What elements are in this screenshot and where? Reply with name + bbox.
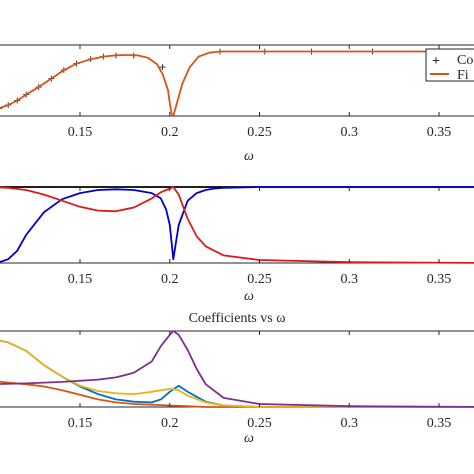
panel-1: +++++++++++++++++++ 0.150.20.250.30.35 ω… bbox=[0, 44, 474, 164]
panel-2-xlabel: ω bbox=[244, 289, 254, 304]
panel-2-xtick-label: 0.15 bbox=[68, 272, 93, 287]
panel-2-series bbox=[0, 186, 474, 264]
legend-label-entry-2: Fi bbox=[457, 68, 469, 83]
panel-1-xtick-label: 0.15 bbox=[68, 125, 93, 140]
panel-3-xtick-label: 0.3 bbox=[341, 416, 359, 431]
panel-2-series-line-2 bbox=[0, 186, 474, 263]
panel-1-xtick-label: 0.25 bbox=[247, 125, 272, 140]
panel-3-xtick-label: 0.2 bbox=[161, 416, 179, 431]
panel-3-xtick-label: 0.25 bbox=[247, 416, 272, 431]
panel-3-ticks: 0.15 0.2 0.25 0.3 0.35 bbox=[68, 331, 452, 431]
panel-2-xtick-label: 0.2 bbox=[161, 272, 179, 287]
panel-1-xtick-label: 0.2 bbox=[161, 125, 179, 140]
panel-1-axes-box bbox=[0, 44, 474, 117]
panel-3-xtick-label: 0.35 bbox=[427, 416, 452, 431]
panel-1-ticks: 0.15 0.2 0.25 0.3 0.35 bbox=[68, 45, 452, 140]
panel-2-axes-box bbox=[0, 186, 474, 264]
panel-1-xtick-label: 0.35 bbox=[427, 125, 452, 140]
panel-2-xtick-label: 0.35 bbox=[427, 272, 452, 287]
panel-2: 0.15 0.2 0.25 0.3 0.35 ω bbox=[0, 186, 474, 304]
panel-3-title: Coefficients vs ω bbox=[189, 311, 286, 326]
panel-3-series-line-1 bbox=[0, 339, 474, 408]
legend: + Co Fi bbox=[425, 48, 474, 83]
panel-3-series-line-2 bbox=[0, 380, 474, 408]
panel-2-xtick-label: 0.25 bbox=[247, 272, 272, 287]
panel-3-series-line-3 bbox=[0, 339, 474, 408]
panel-3: Coefficients vs ω 0.15 0.2 0.25 0.3 0.35 ω bbox=[0, 311, 474, 446]
legend-marker-entry-1: + bbox=[432, 54, 440, 69]
panel-2-ticks: 0.15 0.2 0.25 0.3 0.35 bbox=[68, 187, 452, 287]
panel-2-xtick-label: 0.3 bbox=[341, 272, 359, 287]
panel-1-xlabel: ω bbox=[244, 149, 254, 164]
panel-1-marker-point: + bbox=[159, 59, 166, 74]
panel-1-xtick-label: 0.3 bbox=[341, 125, 359, 140]
panel-1-series-line-2 bbox=[0, 50, 474, 117]
legend-label-entry-1: Co bbox=[457, 53, 473, 68]
panel-3-series bbox=[0, 330, 474, 408]
panel-1-series: +++++++++++++++++++ bbox=[0, 44, 474, 117]
legend-box bbox=[425, 48, 474, 82]
panel-3-xtick-label: 0.15 bbox=[68, 416, 93, 431]
panel-3-axes-box bbox=[0, 330, 474, 408]
panel-3-series-line-4 bbox=[0, 330, 474, 408]
panel-3-xlabel: ω bbox=[244, 431, 254, 446]
panel-2-series-line-3 bbox=[0, 186, 474, 264]
